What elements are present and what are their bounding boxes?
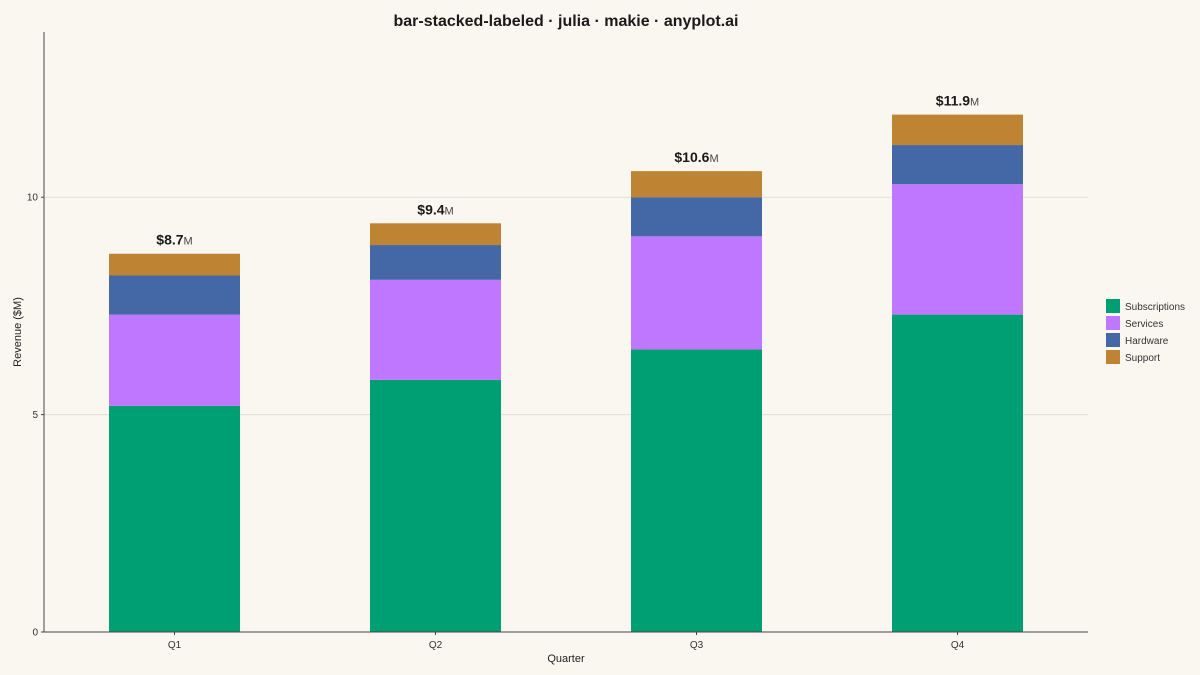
total-unit: M xyxy=(445,205,454,217)
legend-label-services: Services xyxy=(1125,319,1163,330)
total-label-q1: $8.7M xyxy=(156,232,192,248)
legend-label-hardware: Hardware xyxy=(1125,336,1169,347)
legend: Subscriptions Services Hardware Support xyxy=(1106,299,1185,364)
bar-segment-hardware-q4 xyxy=(892,145,1023,185)
bar-segment-services-q4 xyxy=(892,184,1023,315)
bars-layer xyxy=(109,114,1023,632)
total-value: $10.6 xyxy=(674,149,709,165)
bar-segment-subscriptions-q1 xyxy=(109,405,240,632)
x-ticks: Q1 Q2 Q3 Q4 xyxy=(168,632,965,651)
x-tick-label: Q1 xyxy=(168,640,182,651)
chart-title: bar-stacked-labeled · julia · makie · an… xyxy=(394,13,739,30)
bar-segment-services-q2 xyxy=(370,279,501,380)
bar-segment-subscriptions-q4 xyxy=(892,314,1023,632)
total-value: $9.4 xyxy=(417,201,444,217)
total-label-q2: $9.4M xyxy=(417,201,453,217)
totals-layer: $8.7M$9.4M$10.6M$11.9M xyxy=(156,93,979,248)
y-ticks: 0 5 10 xyxy=(27,193,44,639)
bar-segment-hardware-q3 xyxy=(631,197,762,237)
x-tick-label: Q4 xyxy=(951,640,965,651)
total-unit: M xyxy=(970,97,979,109)
legend-swatch-subscriptions xyxy=(1106,299,1120,313)
x-tick-label: Q2 xyxy=(429,640,443,651)
legend-swatch-services xyxy=(1106,316,1120,330)
total-value: $11.9 xyxy=(936,93,970,109)
y-tick-label: 0 xyxy=(32,628,38,639)
legend-swatch-support xyxy=(1106,350,1120,364)
legend-label-subscriptions: Subscriptions xyxy=(1125,302,1185,313)
total-value: $8.7 xyxy=(156,232,183,248)
total-label-q3: $10.6M xyxy=(674,149,718,165)
bar-segment-subscriptions-q3 xyxy=(631,349,762,632)
bar-segment-support-q1 xyxy=(109,253,240,276)
bar-segment-services-q3 xyxy=(631,236,762,350)
bar-segment-support-q2 xyxy=(370,223,501,246)
total-label-q4: $11.9M xyxy=(936,93,979,109)
x-tick-label: Q3 xyxy=(690,640,704,651)
bar-segment-subscriptions-q2 xyxy=(370,379,501,632)
y-tick-label: 5 xyxy=(32,410,38,421)
y-axis-label: Revenue ($M) xyxy=(12,297,24,367)
bar-segment-support-q4 xyxy=(892,114,1023,146)
legend-swatch-hardware xyxy=(1106,333,1120,347)
x-axis-label: Quarter xyxy=(547,653,585,665)
total-unit: M xyxy=(184,236,193,248)
total-unit: M xyxy=(709,153,718,165)
bar-segment-hardware-q2 xyxy=(370,245,501,280)
y-tick-label: 10 xyxy=(27,193,39,204)
bar-segment-services-q1 xyxy=(109,314,240,406)
legend-label-support: Support xyxy=(1125,353,1160,364)
bar-segment-hardware-q1 xyxy=(109,275,240,315)
bar-segment-support-q3 xyxy=(631,171,762,198)
